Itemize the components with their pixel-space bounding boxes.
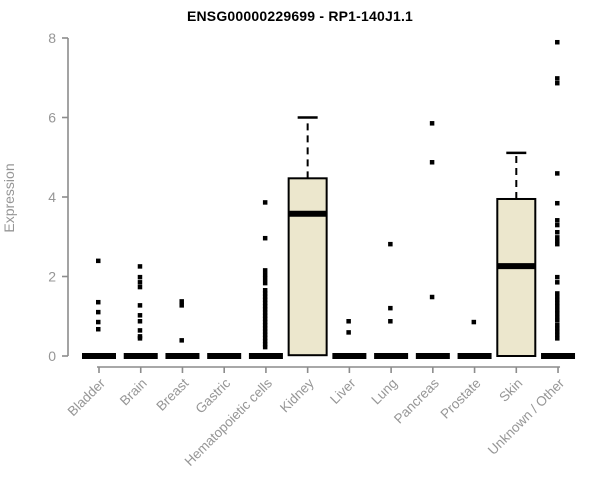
chart-title: ENSG00000229699 - RP1-140J1.1 [186, 8, 414, 24]
outlier-point [179, 303, 184, 308]
outlier-point [555, 322, 560, 328]
outlier-point [388, 305, 393, 311]
y-tick-label: 2 [48, 269, 56, 285]
outlier-point [262, 276, 268, 281]
outlier-point [137, 264, 143, 269]
x-tick-label: Brain [117, 376, 150, 409]
outlier-point [96, 319, 101, 325]
y-tick-label: 0 [48, 348, 56, 364]
outlier-point [555, 315, 560, 320]
outlier-point [262, 235, 268, 241]
x-tick-label: Kidney [277, 375, 317, 415]
x-tick-label: Unknown / Other [485, 375, 568, 458]
outlier-point [96, 258, 101, 264]
box [496, 197, 537, 357]
outlier-point [96, 326, 101, 332]
outlier-point [555, 274, 560, 280]
outlier-point [555, 300, 560, 306]
outlier-point [262, 326, 268, 331]
x-tick-label: Skin [496, 376, 525, 405]
y-tick-label: 6 [48, 110, 56, 126]
x-tick-label: Pancreas [391, 375, 442, 426]
outlier-point [137, 280, 143, 285]
outlier-point [346, 319, 351, 324]
outlier-point [555, 336, 560, 341]
outlier-point [429, 160, 435, 165]
outlier-point [137, 303, 143, 308]
outlier-point [346, 330, 351, 335]
outlier-point [262, 268, 268, 273]
box [287, 177, 328, 357]
outlier-point [137, 328, 143, 333]
outlier-point [262, 316, 268, 322]
x-tick-label: Liver [327, 375, 359, 407]
x-tick-label: Lung [368, 376, 400, 408]
outlier-point [262, 297, 268, 303]
outlier-point [262, 342, 268, 347]
outlier-point [555, 241, 560, 247]
outlier-point [429, 294, 435, 300]
outlier-point [555, 80, 560, 86]
outlier-point [555, 311, 560, 316]
outlier-point [96, 309, 101, 315]
outlier-point [555, 294, 560, 299]
outlier-point [555, 291, 560, 296]
outlier-point [555, 200, 560, 206]
outlier-point [262, 313, 268, 318]
outlier-point [555, 229, 560, 235]
x-tick-label: Prostate [438, 376, 484, 422]
outlier-point [429, 121, 435, 126]
outlier-point [262, 319, 268, 325]
outlier-point [262, 338, 268, 344]
outlier-point [555, 218, 560, 223]
outlier-point [262, 307, 268, 312]
outlier-point [137, 336, 143, 341]
outlier-point [555, 329, 560, 334]
outlier-point [262, 344, 268, 350]
x-tick-label: Breast [153, 375, 191, 413]
outlier-point [262, 310, 268, 315]
x-tick-label: Gastric [192, 375, 233, 416]
outlier-point [471, 319, 477, 325]
outlier-point [555, 297, 560, 303]
outlier-point [179, 299, 184, 304]
outlier-point [262, 335, 268, 341]
outlier-point [262, 329, 268, 334]
outlier-point [555, 222, 560, 228]
y-tick-label: 8 [48, 30, 56, 46]
outlier-point [179, 338, 184, 343]
outlier-point [262, 300, 268, 306]
outlier-point [262, 322, 268, 328]
outlier-point [555, 171, 560, 176]
outlier-point [262, 303, 268, 309]
outlier-point [555, 76, 560, 81]
outlier-point [262, 332, 268, 338]
outlier-point [137, 274, 143, 280]
outlier-point [555, 280, 560, 285]
outlier-point [388, 241, 393, 247]
outlier-point [555, 332, 560, 338]
outlier-point [137, 284, 143, 290]
outlier-point [137, 319, 143, 324]
outlier-point [555, 39, 560, 45]
outlier-point [262, 288, 268, 293]
y-tick-label: 4 [48, 189, 56, 205]
outlier-point [262, 272, 268, 278]
outlier-point [555, 307, 560, 313]
outlier-point [555, 235, 560, 240]
outlier-point [555, 318, 560, 323]
x-tick-label: Bladder [65, 375, 109, 419]
outlier-point [262, 280, 268, 286]
outlier-point [262, 294, 268, 299]
outlier-point [555, 238, 560, 244]
outlier-point [96, 299, 101, 305]
outlier-point [555, 303, 560, 309]
outlier-point [262, 291, 268, 296]
outlier-point [555, 326, 560, 331]
outlier-point [262, 200, 268, 205]
outlier-point [137, 313, 143, 318]
outlier-point [388, 319, 393, 324]
